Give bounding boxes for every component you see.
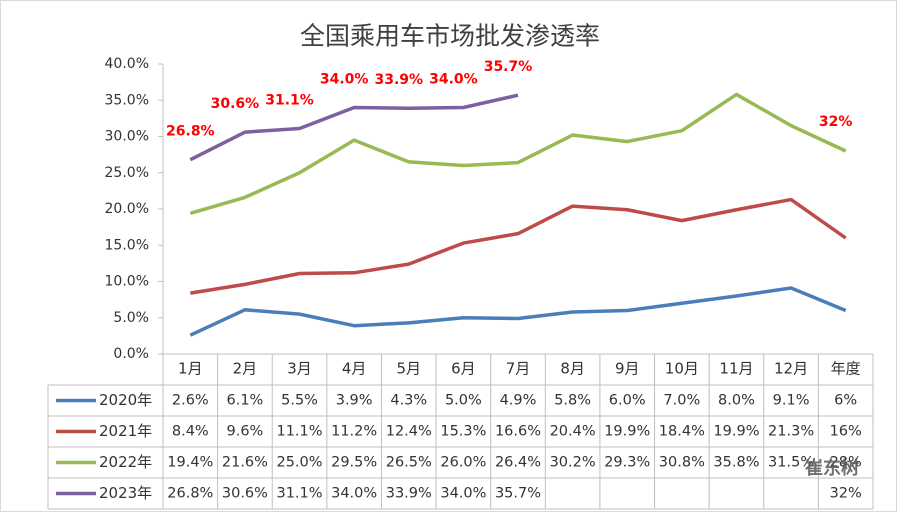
table-value: 11.2% bbox=[331, 424, 377, 440]
x-tick-label: 年度 bbox=[831, 360, 861, 378]
x-tick-label: 2月 bbox=[233, 360, 258, 378]
table-value: 29.3% bbox=[604, 455, 650, 471]
table-value: 29.5% bbox=[331, 455, 377, 471]
table-value: 16% bbox=[830, 424, 862, 440]
data-label: 35.7% bbox=[484, 59, 533, 75]
table-value: 6.1% bbox=[227, 393, 264, 409]
table-value: 26.0% bbox=[440, 455, 486, 471]
table-value: 18.4% bbox=[659, 424, 705, 440]
y-tick-label: 30.0% bbox=[105, 129, 149, 145]
data-label: 30.6% bbox=[211, 96, 260, 112]
y-tick-label: 25.0% bbox=[105, 165, 149, 181]
table-value: 11.1% bbox=[276, 424, 322, 440]
series-line bbox=[190, 197, 847, 295]
data-label: 32% bbox=[819, 114, 853, 130]
table-value: 26.4% bbox=[495, 455, 541, 471]
data-label: 33.9% bbox=[374, 72, 423, 88]
table-value: 9.6% bbox=[227, 424, 264, 440]
table-value: 19.9% bbox=[604, 424, 650, 440]
table-value: 34.0% bbox=[331, 486, 377, 502]
legend-label: 2023年 bbox=[99, 484, 152, 502]
series-line bbox=[189, 286, 847, 337]
table-value: 6.0% bbox=[609, 393, 646, 409]
data-label: 34.0% bbox=[429, 72, 478, 88]
table-value: 21.6% bbox=[222, 455, 268, 471]
table-value: 20.4% bbox=[550, 424, 596, 440]
y-tick-label: 40.0% bbox=[105, 56, 149, 72]
watermark: 崔东树 bbox=[805, 457, 859, 479]
data-label: 26.8% bbox=[166, 124, 215, 140]
table-value: 30.2% bbox=[550, 455, 596, 471]
table-value: 30.6% bbox=[222, 486, 268, 502]
table-value: 6% bbox=[834, 393, 857, 409]
table-value: 34.0% bbox=[440, 486, 486, 502]
legend-label: 2020年 bbox=[99, 391, 152, 409]
table-value: 3.9% bbox=[336, 393, 373, 409]
table-value: 12.4% bbox=[386, 424, 432, 440]
x-tick-label: 5月 bbox=[396, 360, 421, 378]
x-tick-label: 12月 bbox=[774, 360, 808, 378]
table-value: 35.8% bbox=[713, 455, 759, 471]
table-value: 32% bbox=[830, 486, 862, 502]
table-value: 15.3% bbox=[440, 424, 486, 440]
y-tick-label: 5.0% bbox=[113, 310, 149, 326]
table-value: 19.9% bbox=[713, 424, 759, 440]
table-value: 5.5% bbox=[281, 393, 318, 409]
table-value: 2.6% bbox=[172, 393, 209, 409]
y-tick-label: 0.0% bbox=[113, 346, 149, 362]
table-value: 35.7% bbox=[495, 486, 541, 502]
table-value: 9.1% bbox=[773, 393, 810, 409]
table-value: 21.3% bbox=[768, 424, 814, 440]
table-value: 5.8% bbox=[554, 393, 591, 409]
legend-label: 2021年 bbox=[99, 422, 152, 440]
table-value: 28% bbox=[830, 455, 862, 471]
table-value: 25.0% bbox=[276, 455, 322, 471]
x-tick-label: 11月 bbox=[719, 360, 753, 378]
table-value: 19.4% bbox=[167, 455, 213, 471]
data-label: 34.0% bbox=[320, 72, 369, 88]
x-tick-label: 6月 bbox=[451, 360, 476, 378]
x-tick-label: 8月 bbox=[560, 360, 585, 378]
table-value: 33.9% bbox=[386, 486, 432, 502]
table-value: 8.4% bbox=[172, 424, 209, 440]
table-value: 30.8% bbox=[659, 455, 705, 471]
y-tick-label: 15.0% bbox=[105, 237, 149, 253]
x-tick-label: 4月 bbox=[342, 360, 367, 378]
table-value: 4.9% bbox=[500, 393, 537, 409]
table-value: 8.0% bbox=[718, 393, 755, 409]
table-value: 5.0% bbox=[445, 393, 482, 409]
table-value: 31.1% bbox=[276, 486, 322, 502]
table-value: 26.5% bbox=[386, 455, 432, 471]
x-tick-label: 7月 bbox=[506, 360, 531, 378]
table-value: 26.8% bbox=[167, 486, 213, 502]
y-tick-label: 10.0% bbox=[105, 274, 149, 290]
table-value: 16.6% bbox=[495, 424, 541, 440]
x-tick-label: 9月 bbox=[615, 360, 640, 378]
series-line bbox=[189, 92, 847, 216]
x-tick-label: 1月 bbox=[178, 360, 203, 378]
y-tick-label: 35.0% bbox=[105, 92, 149, 108]
table-value: 4.3% bbox=[390, 393, 427, 409]
table-value: 31.5% bbox=[768, 455, 814, 471]
data-label: 31.1% bbox=[265, 93, 314, 109]
y-tick-label: 20.0% bbox=[105, 201, 149, 217]
legend-label: 2022年 bbox=[99, 453, 152, 471]
table-value: 7.0% bbox=[663, 393, 700, 409]
x-tick-label: 3月 bbox=[287, 360, 312, 378]
x-tick-label: 10月 bbox=[665, 360, 699, 378]
chart-title: 全国乘用车市场批发渗透率 bbox=[300, 22, 600, 51]
